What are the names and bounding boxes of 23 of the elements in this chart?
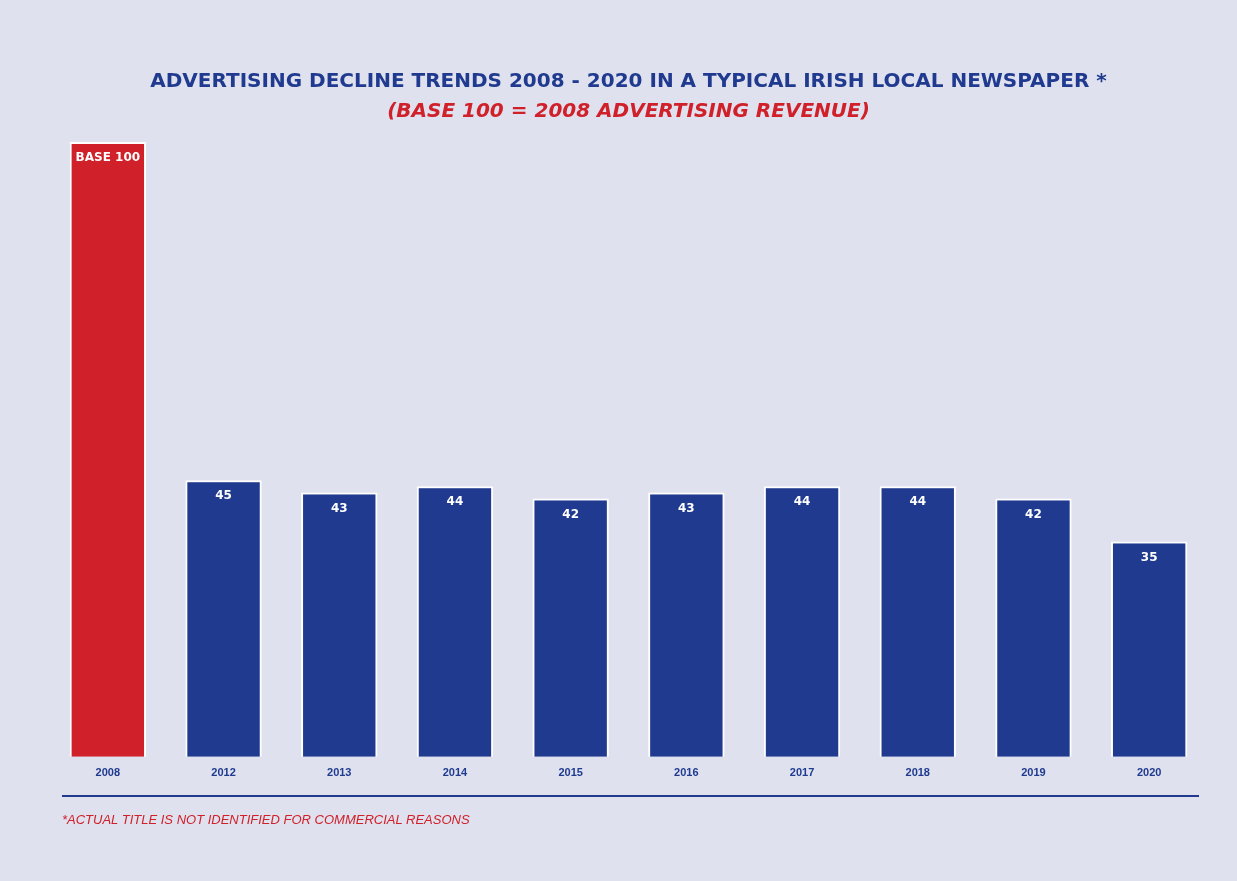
data-label: 45 [215, 488, 232, 503]
data-label: 44 [909, 494, 927, 509]
chart-title: ADVERTISING DECLINE TRENDS 2008 - 2020 IN A TYPICAL IRISH LOCAL NEWSPAPER * [150, 68, 1108, 93]
data-label: 42 [562, 506, 579, 521]
data-label: 43 [678, 500, 695, 515]
data-label: 44 [793, 494, 811, 509]
data-label: 42 [1025, 506, 1042, 521]
data-label: BASE 100 [75, 150, 141, 165]
x-tick-label: 2014 [442, 766, 469, 779]
x-tick-label: 2015 [558, 766, 583, 779]
x-tick-label: 2012 [211, 766, 236, 779]
x-tick-label: 2018 [905, 766, 930, 779]
data-label: 35 [1140, 549, 1158, 564]
x-tick-label: 2016 [674, 766, 699, 779]
x-tick-label: 2020 [1136, 766, 1162, 779]
x-tick-label: 2017 [789, 766, 815, 779]
chart-subtitle: (BASE 100 = 2008 ADVERTISING REVENUE) [387, 98, 870, 123]
data-label: 44 [446, 494, 464, 509]
data-label: 43 [330, 500, 348, 515]
x-tick-label: 2019 [1021, 766, 1046, 779]
x-tick-label: 2008 [95, 766, 121, 779]
text: *ACTUAL TITLE IS NOT IDENTIFIED FOR COMMERCIAL REASONS [62, 812, 470, 827]
x-tick-label: 2013 [327, 766, 352, 779]
